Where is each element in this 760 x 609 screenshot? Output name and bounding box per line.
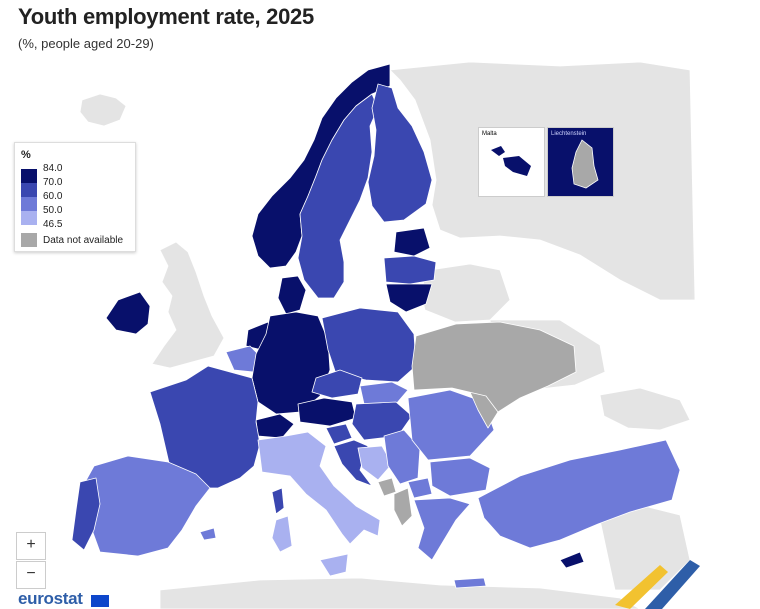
united-kingdom bbox=[151, 241, 225, 369]
malta-inset: Malta bbox=[478, 127, 545, 197]
country-north-macedonia bbox=[407, 477, 433, 499]
country-bulgaria bbox=[429, 457, 491, 497]
caucasus bbox=[599, 387, 691, 431]
zoom-out-button[interactable]: − bbox=[16, 561, 46, 589]
legend-level-50: 50.0 bbox=[43, 205, 63, 216]
country-lithuania bbox=[385, 283, 433, 313]
country-montenegro bbox=[377, 477, 397, 497]
country-serbia bbox=[383, 429, 421, 485]
country-corsica bbox=[271, 487, 285, 515]
malta-shape bbox=[491, 146, 531, 176]
country-slovakia bbox=[359, 381, 409, 405]
eurostat-logo: eurostat bbox=[18, 589, 83, 608]
legend-swatch-na bbox=[21, 233, 37, 247]
country-italy bbox=[257, 431, 381, 545]
legend-swatch-50 bbox=[21, 211, 37, 225]
malta-inset-label: Malta bbox=[482, 131, 497, 137]
liechtenstein-inset-label: Liechtenstein bbox=[551, 131, 587, 137]
north-africa bbox=[159, 577, 641, 609]
country-latvia bbox=[383, 255, 437, 285]
country-cyprus bbox=[559, 551, 585, 569]
legend-unit: % bbox=[21, 149, 31, 161]
liechtenstein-inset: Liechtenstein bbox=[547, 127, 614, 197]
country-albania bbox=[393, 487, 413, 527]
legend-na-label: Data not available bbox=[43, 235, 124, 246]
legend-level-84: 84.0 bbox=[43, 163, 63, 174]
country-ireland bbox=[105, 291, 151, 335]
country-turkey bbox=[477, 439, 681, 549]
country-bosnia bbox=[357, 445, 393, 481]
country-romania bbox=[407, 389, 495, 461]
country-greece bbox=[413, 497, 471, 561]
map-subtitle: (%, people aged 20-29) bbox=[18, 36, 154, 51]
country-austria bbox=[297, 397, 357, 427]
legend-level-70: 70.0 bbox=[43, 177, 63, 188]
country-finland bbox=[367, 83, 433, 223]
country-sardinia bbox=[271, 515, 293, 553]
map-legend: % 84.0 70.0 60.0 50.0 46.5 Data not avai… bbox=[14, 142, 136, 252]
zoom-in-button[interactable]: + bbox=[16, 532, 46, 560]
europe-map[interactable] bbox=[0, 55, 760, 609]
country-ukraine bbox=[411, 321, 577, 413]
country-sweden bbox=[297, 93, 379, 299]
map-title: Youth employment rate, 2025 bbox=[18, 4, 314, 29]
country-balearic bbox=[199, 527, 217, 541]
legend-swatch-70 bbox=[21, 183, 37, 197]
country-czechia bbox=[311, 369, 363, 399]
country-denmark bbox=[277, 275, 307, 315]
country-poland bbox=[321, 307, 417, 383]
edge-fade bbox=[690, 55, 760, 609]
legend-level-46: 46.5 bbox=[43, 219, 63, 230]
country-slovenia bbox=[325, 423, 353, 445]
country-estonia bbox=[393, 227, 431, 257]
corner-logo-stripes bbox=[615, 560, 700, 609]
iceland bbox=[79, 93, 127, 127]
liechtenstein-shape bbox=[571, 139, 599, 189]
country-sicily bbox=[319, 553, 349, 577]
legend-level-60: 60.0 bbox=[43, 191, 63, 202]
countries[interactable] bbox=[71, 63, 681, 589]
country-switzerland bbox=[255, 413, 295, 439]
legend-swatch-84 bbox=[21, 169, 37, 183]
country-portugal bbox=[71, 477, 101, 551]
eu-flag-icon bbox=[91, 595, 109, 607]
legend-swatch-60 bbox=[21, 197, 37, 211]
country-crete bbox=[453, 577, 487, 589]
